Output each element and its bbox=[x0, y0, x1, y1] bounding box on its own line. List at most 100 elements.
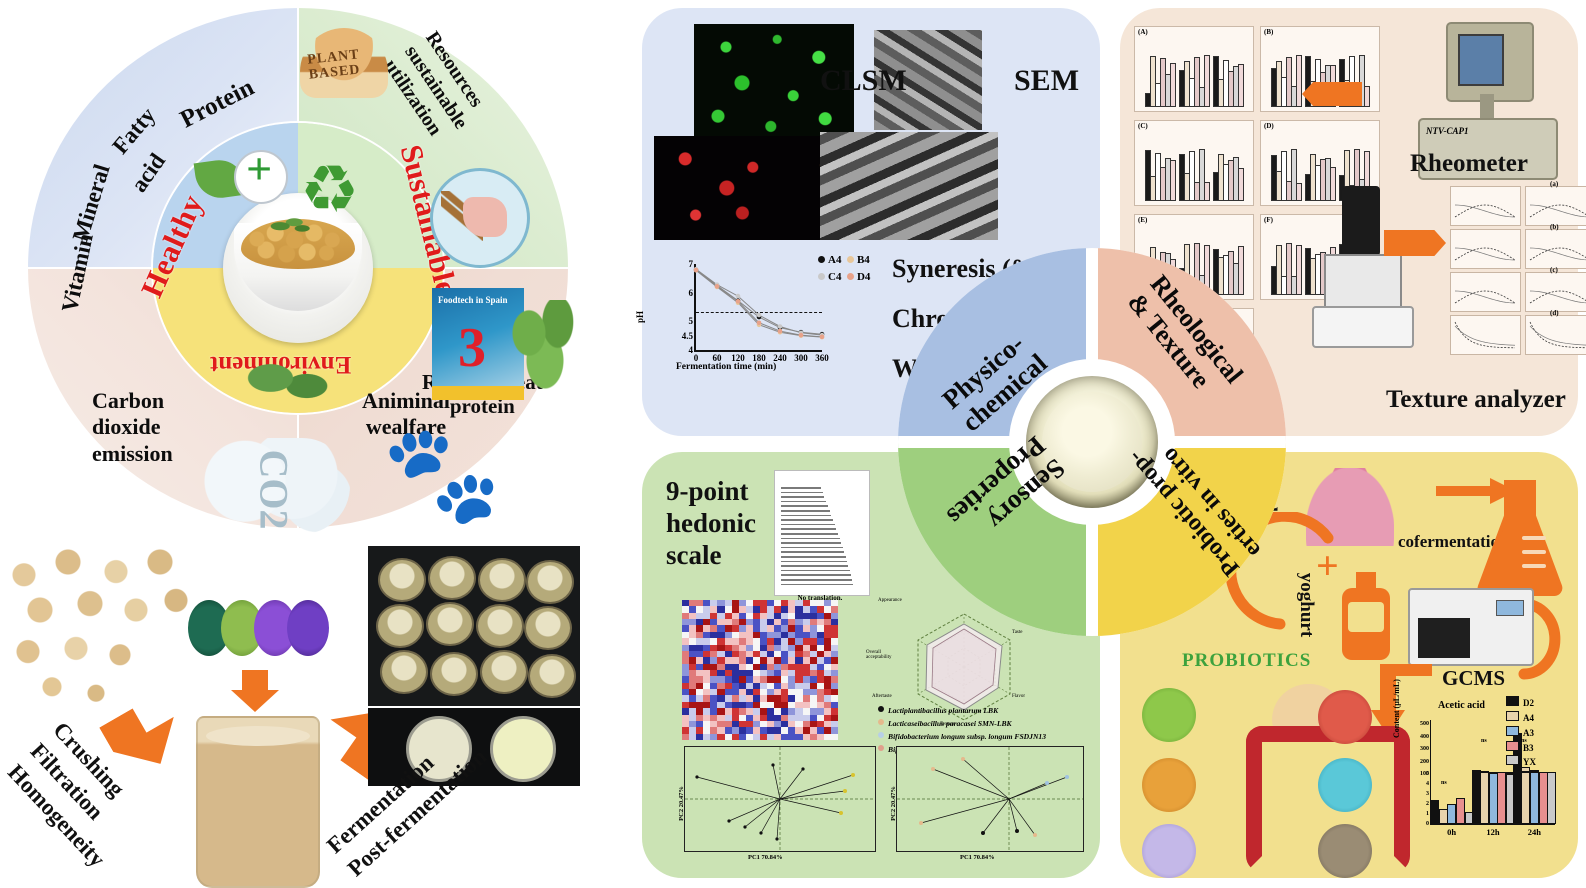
heatmap-cell bbox=[710, 657, 718, 664]
document-line bbox=[781, 491, 823, 494]
acid-xtick: 12h bbox=[1486, 827, 1500, 837]
heatmap-cell bbox=[689, 625, 697, 632]
acid-bar-upper bbox=[1488, 771, 1498, 774]
heatmap-cell bbox=[682, 733, 690, 740]
rheology-bars bbox=[1271, 133, 1376, 201]
questionnaire-document-image bbox=[774, 470, 870, 596]
heatmap-cell bbox=[781, 727, 789, 734]
heatmap-cell bbox=[774, 631, 782, 639]
heatmap-cell bbox=[802, 682, 810, 690]
acid-bar bbox=[1471, 772, 1481, 824]
ph-fermentation-chart: pH 4 4.5 5 6 7 0 60 120 180 240 300 360 Fermentatio… bbox=[635, 254, 838, 380]
acetic-acid-chart: Acetic acid Content (μL/mL) 0h 12h 24h 0 1 2 3… bbox=[1386, 679, 1562, 848]
heatmap-cell bbox=[682, 720, 690, 728]
heatmap-cell bbox=[689, 657, 697, 664]
bar bbox=[1170, 62, 1176, 107]
bar bbox=[1204, 181, 1210, 201]
acid-legend-a3: A3 bbox=[1523, 727, 1534, 738]
heatmap-cell bbox=[710, 676, 718, 683]
heatmap-cell bbox=[745, 689, 753, 696]
heatmap-cell bbox=[781, 682, 789, 690]
heatmap-cell bbox=[830, 689, 838, 696]
heatmap-cell bbox=[752, 644, 760, 651]
heatmap-cell bbox=[795, 625, 803, 632]
heatmap-cell bbox=[823, 612, 831, 620]
product-dish-after bbox=[490, 716, 556, 782]
coferment-arrow-icon bbox=[1436, 478, 1516, 504]
heatmap-cell bbox=[731, 689, 739, 696]
heatmap-cell bbox=[689, 682, 697, 690]
heatmap-cell bbox=[767, 733, 775, 740]
heatmap-cell bbox=[788, 619, 796, 626]
heatmap-cell bbox=[696, 676, 704, 683]
sem-image-top bbox=[874, 30, 982, 130]
acid-ytick-lower: 3 bbox=[1426, 791, 1429, 798]
heatmap-cell bbox=[802, 600, 810, 607]
heatmap-cell bbox=[767, 600, 775, 607]
heatmap-cell bbox=[745, 663, 753, 670]
heatmap-cell bbox=[724, 619, 732, 626]
acid-bar bbox=[1530, 772, 1540, 824]
microbe-bifidobacterium-icon bbox=[1142, 758, 1196, 812]
heatmap-cell bbox=[689, 714, 697, 721]
texture-subchart-tag: (d) bbox=[1550, 309, 1559, 317]
heatmap-cell bbox=[816, 606, 824, 613]
heatmap-cell bbox=[767, 676, 775, 683]
ph-plot-area: 4 4.5 5 6 7 0 60 120 180 240 300 360 bbox=[682, 259, 829, 363]
chickpea-beans-image bbox=[0, 546, 200, 706]
heatmap-cell bbox=[710, 650, 718, 658]
document-line bbox=[781, 579, 853, 581]
heatmap-cell bbox=[788, 606, 796, 613]
heatmap-cell bbox=[774, 663, 782, 670]
bar bbox=[1199, 149, 1205, 201]
acid-bar-upper bbox=[1480, 770, 1490, 773]
acid-legend-b3: B3 bbox=[1523, 742, 1534, 753]
heatmap-cell bbox=[717, 714, 725, 721]
heatmap-cell bbox=[823, 720, 831, 728]
document-line bbox=[781, 569, 850, 572]
heatmap-cell bbox=[823, 695, 831, 702]
heatmap-cell bbox=[759, 631, 768, 639]
ph-chart-legend: A4 B4 C4 D4 bbox=[818, 252, 870, 285]
heatmap-cell bbox=[724, 714, 732, 721]
heatmap-cell bbox=[696, 720, 704, 728]
heatmap-cell bbox=[788, 644, 796, 651]
heatmap-cell bbox=[682, 676, 690, 683]
heatmap-cell bbox=[816, 650, 824, 658]
heatmap-cell bbox=[809, 619, 817, 626]
heatmap-cell bbox=[752, 676, 760, 683]
co2-cloud-icon: CO2 bbox=[200, 438, 350, 534]
ph-xtick: 60 bbox=[712, 353, 722, 363]
heatmap-cell bbox=[759, 714, 768, 721]
heatmap-cell bbox=[809, 638, 817, 645]
heatmap-cell bbox=[759, 638, 768, 645]
co2-text: CO2 bbox=[251, 449, 297, 530]
heatmap-cell bbox=[774, 708, 782, 715]
heatmap-cell bbox=[724, 676, 732, 683]
heatmap-cell bbox=[752, 663, 760, 670]
bar bbox=[1238, 167, 1244, 201]
heatmap-cell bbox=[802, 638, 810, 645]
heatmap-cell bbox=[781, 708, 789, 715]
heatmap-cell bbox=[802, 663, 810, 670]
book-number: 3 bbox=[458, 317, 486, 379]
heatmap-cell bbox=[703, 600, 711, 607]
heatmap-cell bbox=[745, 638, 753, 645]
heatmap-cell bbox=[809, 670, 817, 677]
heatmap-cell bbox=[795, 733, 803, 740]
heatmap-cell bbox=[682, 701, 690, 709]
heatmap-cell bbox=[802, 650, 810, 658]
heatmap-cell bbox=[682, 638, 690, 645]
texture-curve bbox=[1454, 290, 1516, 304]
heatmap-cell bbox=[816, 625, 824, 632]
clsm-green-image bbox=[694, 24, 854, 152]
heatmap-cell bbox=[682, 606, 690, 613]
heatmap-cell bbox=[738, 676, 746, 683]
book-spine bbox=[432, 386, 524, 400]
heatmap-cell bbox=[689, 663, 697, 670]
heatmap-cell bbox=[717, 708, 725, 715]
heatmap-cell bbox=[710, 600, 718, 607]
heatmap-cell bbox=[724, 720, 732, 728]
heatmap-cell bbox=[830, 631, 838, 639]
heatmap-cell bbox=[752, 619, 760, 626]
